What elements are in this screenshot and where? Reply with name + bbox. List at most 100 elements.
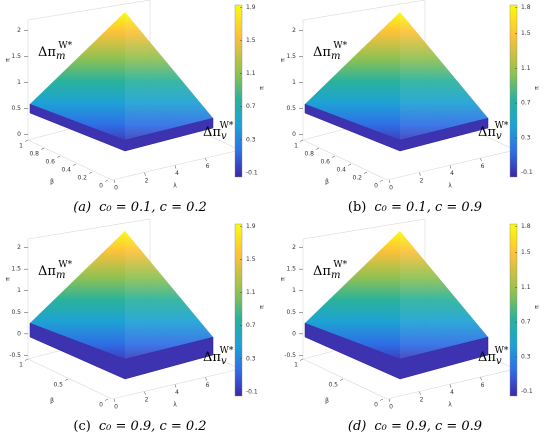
axis-box bbox=[386, 149, 516, 181]
caption: (d) c₀ = 0.9, c = 0.9 bbox=[348, 419, 482, 434]
surface-label-base: Δπ bbox=[478, 350, 496, 365]
x-tick bbox=[174, 384, 177, 388]
surface-label-base: Δπ bbox=[313, 45, 331, 60]
x-tick-label: 6 bbox=[206, 163, 210, 170]
colorbar-tick-label: 1.9 bbox=[246, 223, 256, 230]
axis-box bbox=[27, 358, 113, 400]
colorbar-tick-label: -0.1 bbox=[521, 169, 533, 176]
y-tick bbox=[24, 139, 29, 142]
x-axis-label: λ bbox=[173, 183, 177, 190]
caption-text: c₀ = 0.9, c = 0.9 bbox=[374, 419, 482, 434]
colorbar-tick-label: -0.1 bbox=[246, 388, 258, 395]
colorbar-tick-label: 1.8 bbox=[521, 223, 531, 230]
z-tick-label: 1 bbox=[17, 287, 21, 294]
y-axis-label: β bbox=[50, 398, 54, 405]
x-tick bbox=[144, 172, 146, 176]
z-tick-label: 2 bbox=[17, 244, 21, 251]
colorbar-tick-label: 0.3 bbox=[521, 353, 531, 360]
colorbar-label: π bbox=[534, 305, 541, 309]
axis-box bbox=[302, 139, 388, 181]
axis-box bbox=[27, 139, 113, 181]
z-tick-label: 1.5 bbox=[11, 266, 21, 273]
colorbar-tick-label: 1.1 bbox=[246, 289, 256, 296]
z-tick-label: 0 bbox=[17, 330, 21, 337]
surface-label-sub: v bbox=[496, 131, 502, 142]
colorbar-tick-label: 1.5 bbox=[246, 256, 256, 263]
z-tick-label: 0.5 bbox=[11, 105, 21, 112]
caption-tag: (d) bbox=[348, 419, 366, 434]
surface-label: ΔπmW* bbox=[38, 41, 73, 62]
y-tick-label: 0.4 bbox=[336, 167, 346, 174]
panel: 00.511.52π00.20.40.60.81β02468λ-0.10.30.… bbox=[280, 0, 541, 215]
colorbar-tick-label: 0.3 bbox=[521, 134, 531, 141]
y-tick-label: 0.2 bbox=[77, 175, 87, 182]
y-tick bbox=[56, 155, 61, 158]
y-tick bbox=[64, 378, 69, 381]
panel: -0.500.511.52π00.51β02468λ-0.10.30.71.11… bbox=[280, 218, 541, 434]
y-tick-label: 1 bbox=[294, 143, 298, 150]
axis-box bbox=[302, 358, 388, 400]
x-tick-label: 6 bbox=[481, 382, 485, 389]
caption-tag: (a) bbox=[73, 200, 91, 215]
axis-box bbox=[302, 0, 426, 21]
x-tick bbox=[144, 391, 146, 395]
z-tick-label: 2 bbox=[292, 27, 296, 34]
z-tick-label: 1 bbox=[17, 79, 21, 86]
colorbar-tick-label: 1.9 bbox=[246, 4, 256, 11]
surface-m-right bbox=[125, 12, 213, 140]
x-tick bbox=[449, 384, 452, 388]
surface-label-base: Δπ bbox=[38, 45, 56, 60]
surface-label: ΔπmW* bbox=[38, 260, 73, 281]
surface-m-right bbox=[125, 231, 213, 359]
colorbar-tick-label: 0.7 bbox=[246, 322, 256, 329]
surface-label-base: Δπ bbox=[38, 264, 56, 279]
colorbar-tick-label: 0.7 bbox=[246, 103, 256, 110]
y-tick bbox=[339, 378, 344, 381]
caption-tag: (b) bbox=[348, 200, 366, 215]
surface-label: ΔπmW* bbox=[313, 41, 348, 62]
y-tick bbox=[315, 147, 320, 150]
z-tick-label: 0 bbox=[292, 330, 296, 337]
x-tick bbox=[388, 179, 391, 184]
y-tick-label: 0 bbox=[99, 183, 103, 190]
z-tick-label: 0 bbox=[17, 131, 21, 138]
x-tick-label: 6 bbox=[481, 163, 485, 170]
surface-label-sub: v bbox=[496, 356, 502, 367]
y-tick bbox=[88, 171, 93, 174]
colorbar-tick-label: 0.7 bbox=[521, 319, 531, 326]
z-tick-label: 0.5 bbox=[11, 309, 21, 316]
x-axis-label: λ bbox=[448, 183, 452, 190]
x-tick bbox=[388, 398, 391, 403]
y-tick-label: 0.5 bbox=[53, 382, 63, 389]
surface-label: ΔπmW* bbox=[313, 260, 348, 281]
y-tick bbox=[363, 171, 368, 174]
y-tick-label: 0.6 bbox=[320, 159, 330, 166]
z-axis-label: π bbox=[5, 277, 12, 281]
x-tick-label: 2 bbox=[145, 177, 149, 184]
y-tick-label: 0.8 bbox=[304, 151, 314, 158]
surface-label-sub: m bbox=[331, 51, 340, 62]
y-tick-label: 0 bbox=[374, 183, 378, 190]
y-tick-label: 0.8 bbox=[29, 151, 39, 158]
x-tick-label: 4 bbox=[450, 389, 454, 396]
colorbar-tick-label: 1.5 bbox=[521, 30, 531, 37]
z-axis-label: π bbox=[5, 58, 12, 62]
z-tick-label: -0.5 bbox=[284, 352, 296, 359]
surface-m-right bbox=[400, 12, 488, 140]
surface-m-right bbox=[400, 231, 488, 359]
z-tick-label: 2 bbox=[292, 244, 296, 251]
colorbar-tick-label: 1.1 bbox=[521, 284, 531, 291]
x-tick-label: 0 bbox=[389, 404, 393, 411]
colorbar-label: π bbox=[259, 305, 266, 309]
caption: (a) c₀ = 0.1, c = 0.2 bbox=[73, 200, 207, 215]
z-tick-label: 1 bbox=[292, 287, 296, 294]
colorbar-label: π bbox=[534, 86, 541, 90]
x-tick-label: 4 bbox=[450, 170, 454, 177]
panel: 00.511.52π00.20.40.60.81β02468λ-0.10.30.… bbox=[5, 0, 266, 215]
colorbar-tick-label: 1.1 bbox=[246, 70, 256, 77]
axis-box bbox=[386, 368, 516, 400]
z-tick-label: 0 bbox=[292, 131, 296, 138]
y-tick-label: 0 bbox=[99, 402, 103, 409]
z-tick-label: -0.5 bbox=[9, 352, 21, 359]
y-tick bbox=[331, 155, 336, 158]
